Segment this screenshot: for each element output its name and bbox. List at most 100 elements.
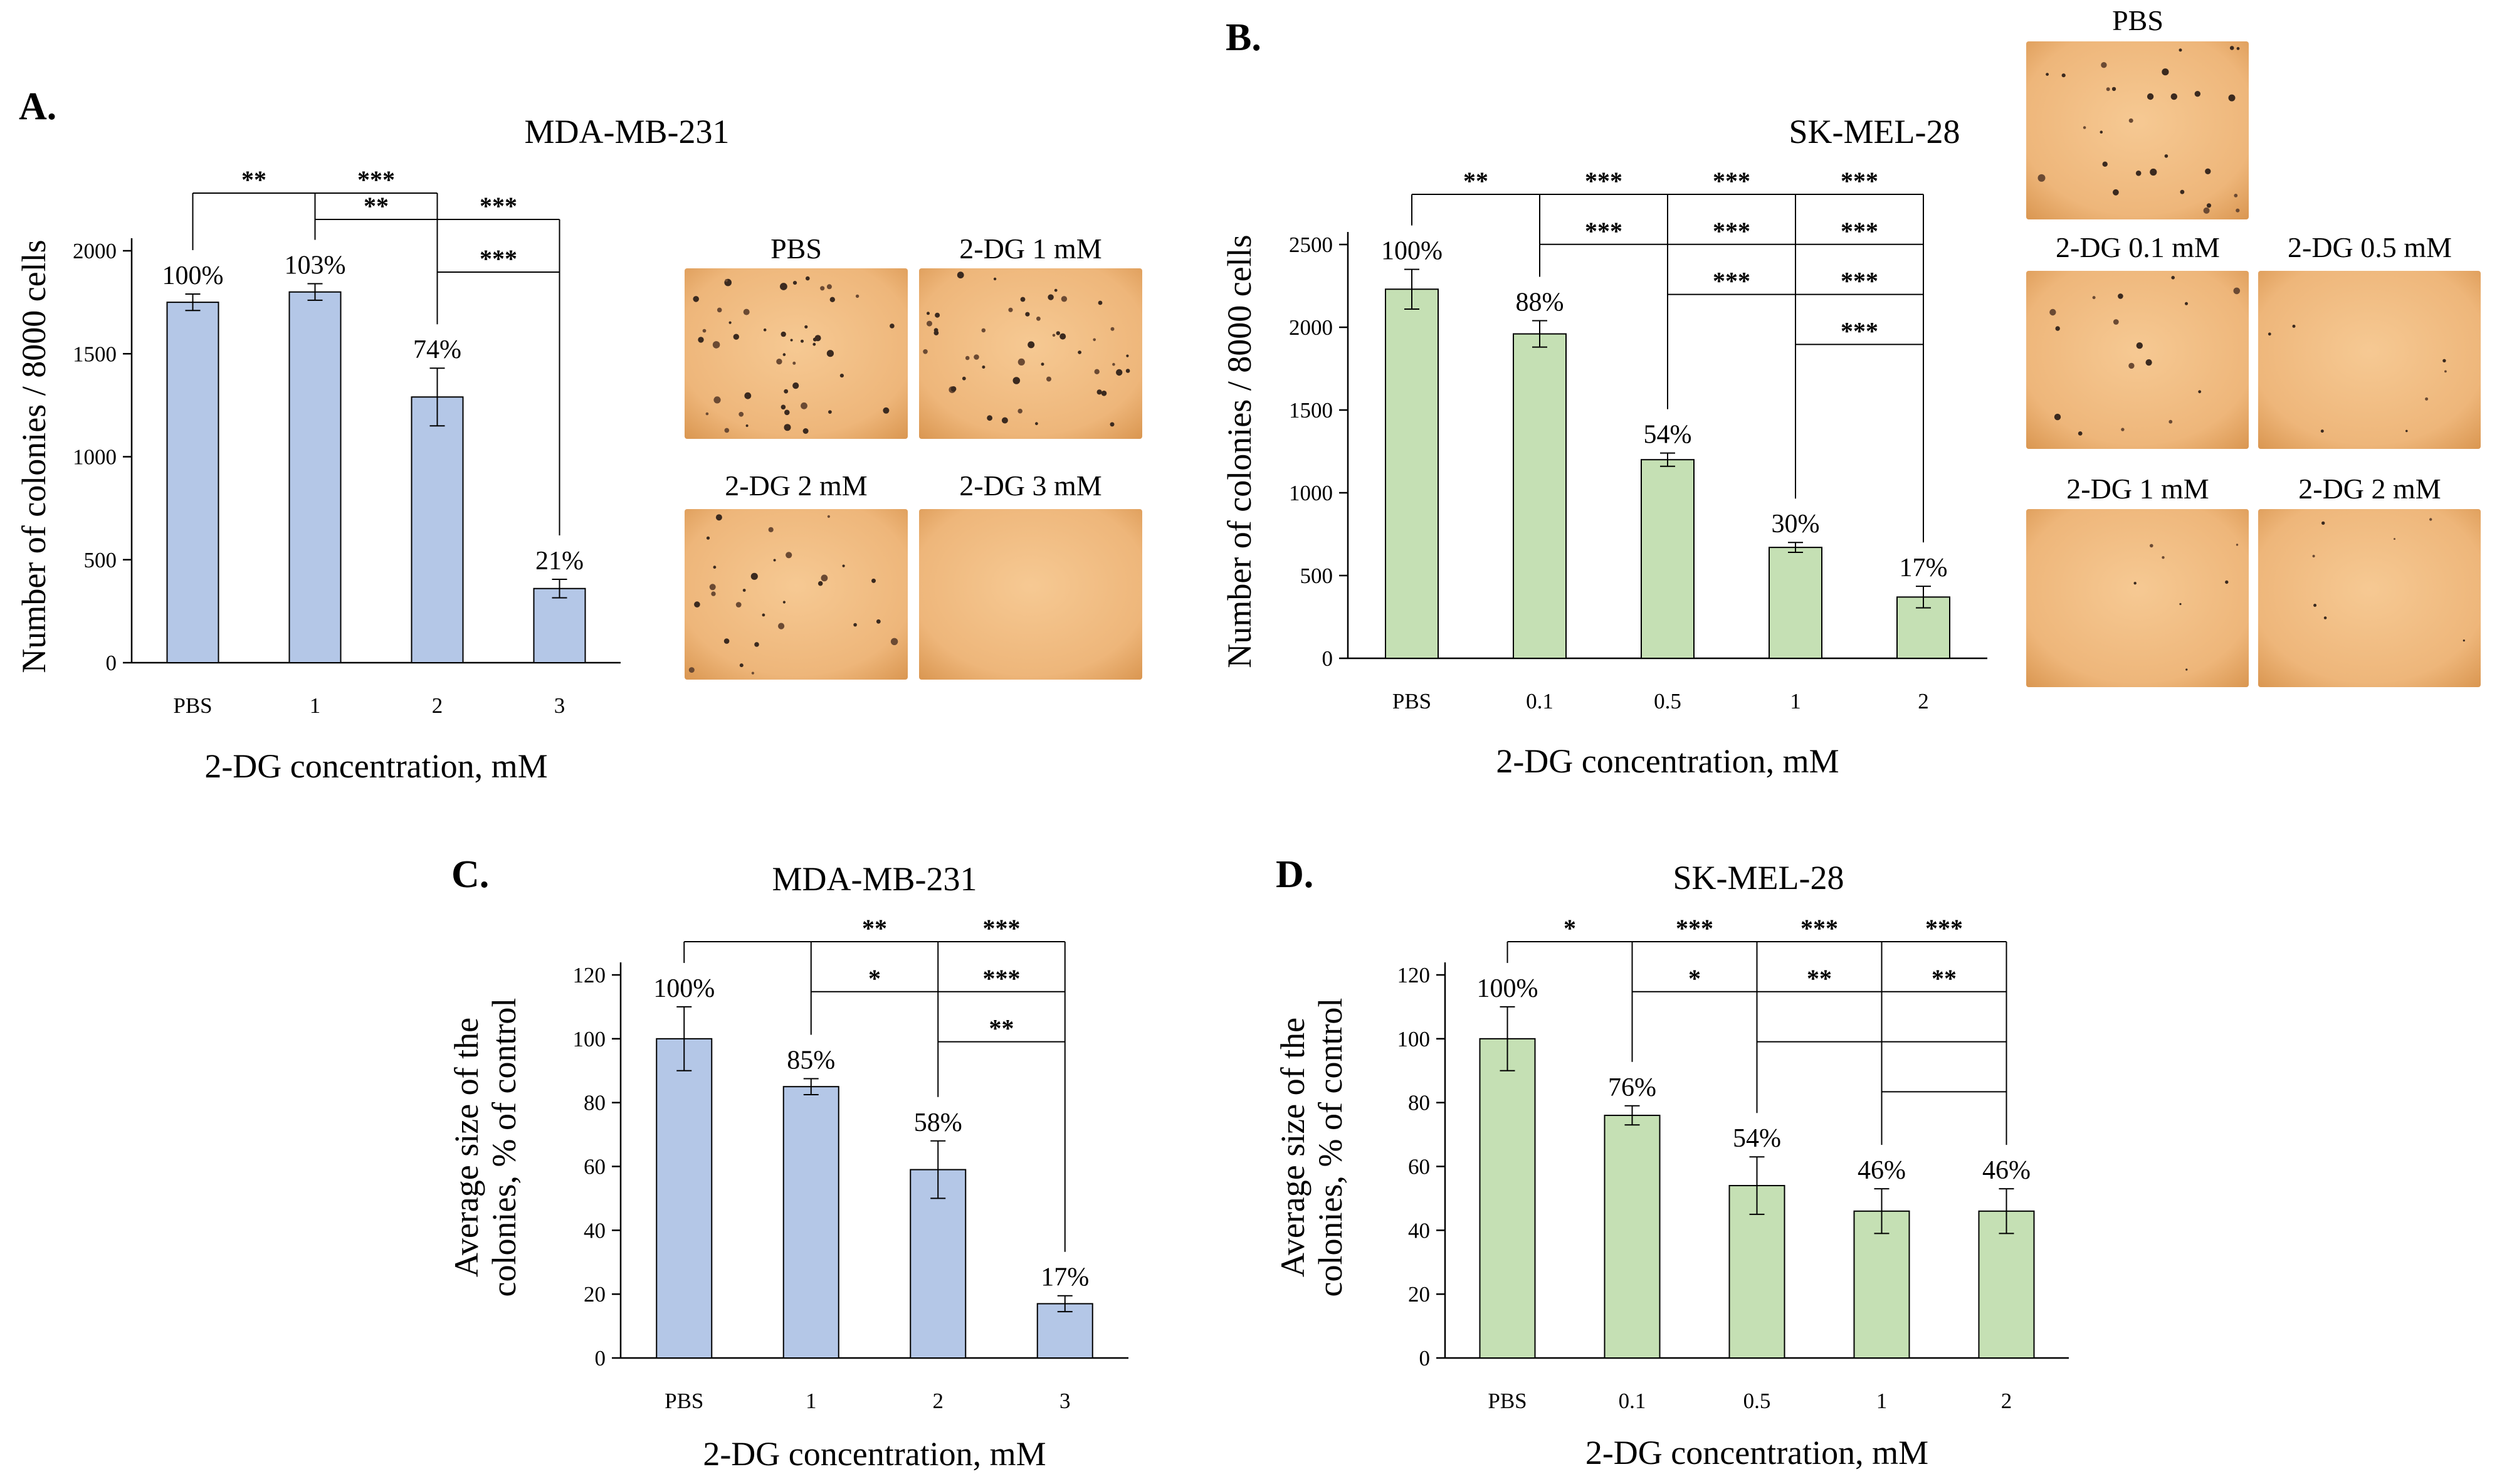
data-label: 85% (787, 1046, 835, 1075)
colony-dot (1110, 422, 1115, 427)
y-tick-label: 80 (1408, 1091, 1430, 1115)
bar (910, 1169, 967, 1359)
colony-dot (890, 638, 898, 645)
colony-micrograph-image (2258, 509, 2481, 687)
y-tick-label: 80 (584, 1091, 606, 1115)
colony-dot (2444, 370, 2447, 373)
y-axis-title: Number of colonies / 8000 cells (15, 239, 53, 673)
significance-stars: *** (1713, 217, 1750, 245)
panel-d: D. SK-MEL-28 0 20 40 60 80 100 120 100% PBS 76% 0.1 5… (1274, 853, 2069, 1471)
colony-micrograph (2258, 271, 2481, 449)
y-axis-title-line: Average size of the (448, 1018, 485, 1277)
colony-dot (724, 428, 730, 433)
colony-dot (2228, 94, 2236, 102)
y-tick-label: 2000 (1289, 315, 1333, 340)
colony-dot (812, 342, 816, 346)
significance-stars: *** (357, 166, 395, 194)
colony-dot (709, 584, 716, 591)
colony-dot (711, 591, 716, 596)
x-tick-label: 2 (1918, 689, 1929, 713)
colony-micrograph-image (685, 509, 908, 680)
y-tick-label: 500 (84, 548, 117, 572)
colony-micrograph-image (2026, 41, 2249, 219)
data-label: 76% (1608, 1073, 1656, 1102)
colony-micrograph (2026, 271, 2249, 449)
y-tick-label: 1500 (73, 342, 117, 366)
colony-dot (784, 409, 790, 416)
x-tick-label: 2 (432, 693, 443, 718)
panel-letter: B. (1226, 16, 1261, 59)
y-tick-label: 500 (1300, 564, 1333, 588)
bar (288, 291, 342, 663)
y-tick-label: 0 (106, 651, 117, 675)
colony-micrograph (919, 509, 1142, 680)
colony-dot (1017, 358, 1025, 366)
colony-dot (1112, 362, 1115, 366)
colony-dot (693, 296, 699, 302)
chart-title: SK-MEL-28 (1673, 859, 1844, 897)
y-axis-title: Average size of thecolonies, % of contro… (1274, 998, 1349, 1297)
colony-dot (2101, 62, 2107, 68)
significance-stars: ** (989, 1014, 1014, 1043)
micrograph-background (685, 509, 908, 680)
colony-dot (735, 602, 742, 608)
colony-dot (725, 279, 728, 282)
colony-dot (1094, 369, 1100, 374)
y-tick-label: 100 (1397, 1027, 1431, 1051)
significance-stars: * (1564, 914, 1576, 942)
colony-dot (733, 334, 739, 340)
y-tick-label: 40 (1408, 1218, 1430, 1243)
colony-dot (2206, 203, 2212, 208)
significance-stars: *** (983, 964, 1021, 992)
colony-dot (802, 428, 809, 434)
data-label: 100% (653, 974, 715, 1003)
colony-dot (768, 527, 774, 532)
colony-dot (792, 382, 799, 389)
micrograph-label: PBS (2112, 4, 2163, 36)
colony-dot (2128, 362, 2135, 369)
micrograph-background (2026, 41, 2249, 219)
significance-stars: * (1688, 964, 1701, 992)
bar (1513, 333, 1567, 659)
colony-dot (780, 283, 787, 290)
significance-stars: *** (480, 192, 517, 220)
colony-dot (883, 407, 890, 414)
data-label: 21% (535, 547, 584, 576)
colony-dot (2236, 208, 2240, 213)
chart-title: MDA-MB-231 (772, 860, 977, 898)
colony-dot (2320, 429, 2324, 433)
colony-micrograph (685, 268, 908, 439)
colony-dot (1125, 369, 1130, 373)
colony-dot (2236, 544, 2239, 546)
colony-dot (933, 328, 938, 333)
significance-stars: *** (1585, 167, 1622, 195)
x-tick-label: 0.5 (1654, 689, 1681, 713)
colony-dot (1061, 296, 1068, 302)
significance-stars: *** (1925, 914, 1963, 942)
colony-dot (2092, 296, 2096, 300)
micrograph-background (2026, 509, 2249, 687)
micrograph-background (919, 509, 1142, 680)
colony-dot (782, 353, 786, 356)
colony-dot (974, 354, 979, 360)
data-label: 17% (1041, 1263, 1089, 1292)
colony-dot (2164, 154, 2168, 158)
colony-dot (744, 392, 752, 399)
colony-dot (804, 325, 808, 329)
data-label: 54% (1733, 1124, 1781, 1153)
colony-dot (2323, 616, 2327, 619)
colony-dot (702, 329, 707, 333)
colony-micrograph (2026, 41, 2249, 219)
data-label: 103% (285, 251, 346, 280)
colony-dot (2225, 580, 2229, 584)
colony-dot (827, 515, 830, 518)
data-label: 54% (1644, 421, 1692, 450)
colony-dot (2394, 538, 2395, 540)
colony-micrograph-image (919, 268, 1142, 439)
colony-dot (2312, 554, 2315, 558)
micrograph-background (2258, 271, 2481, 449)
colony-dot (817, 581, 823, 586)
colony-dot (1054, 288, 1058, 292)
colony-dot (2194, 91, 2200, 97)
colony-dot (2054, 413, 2061, 421)
